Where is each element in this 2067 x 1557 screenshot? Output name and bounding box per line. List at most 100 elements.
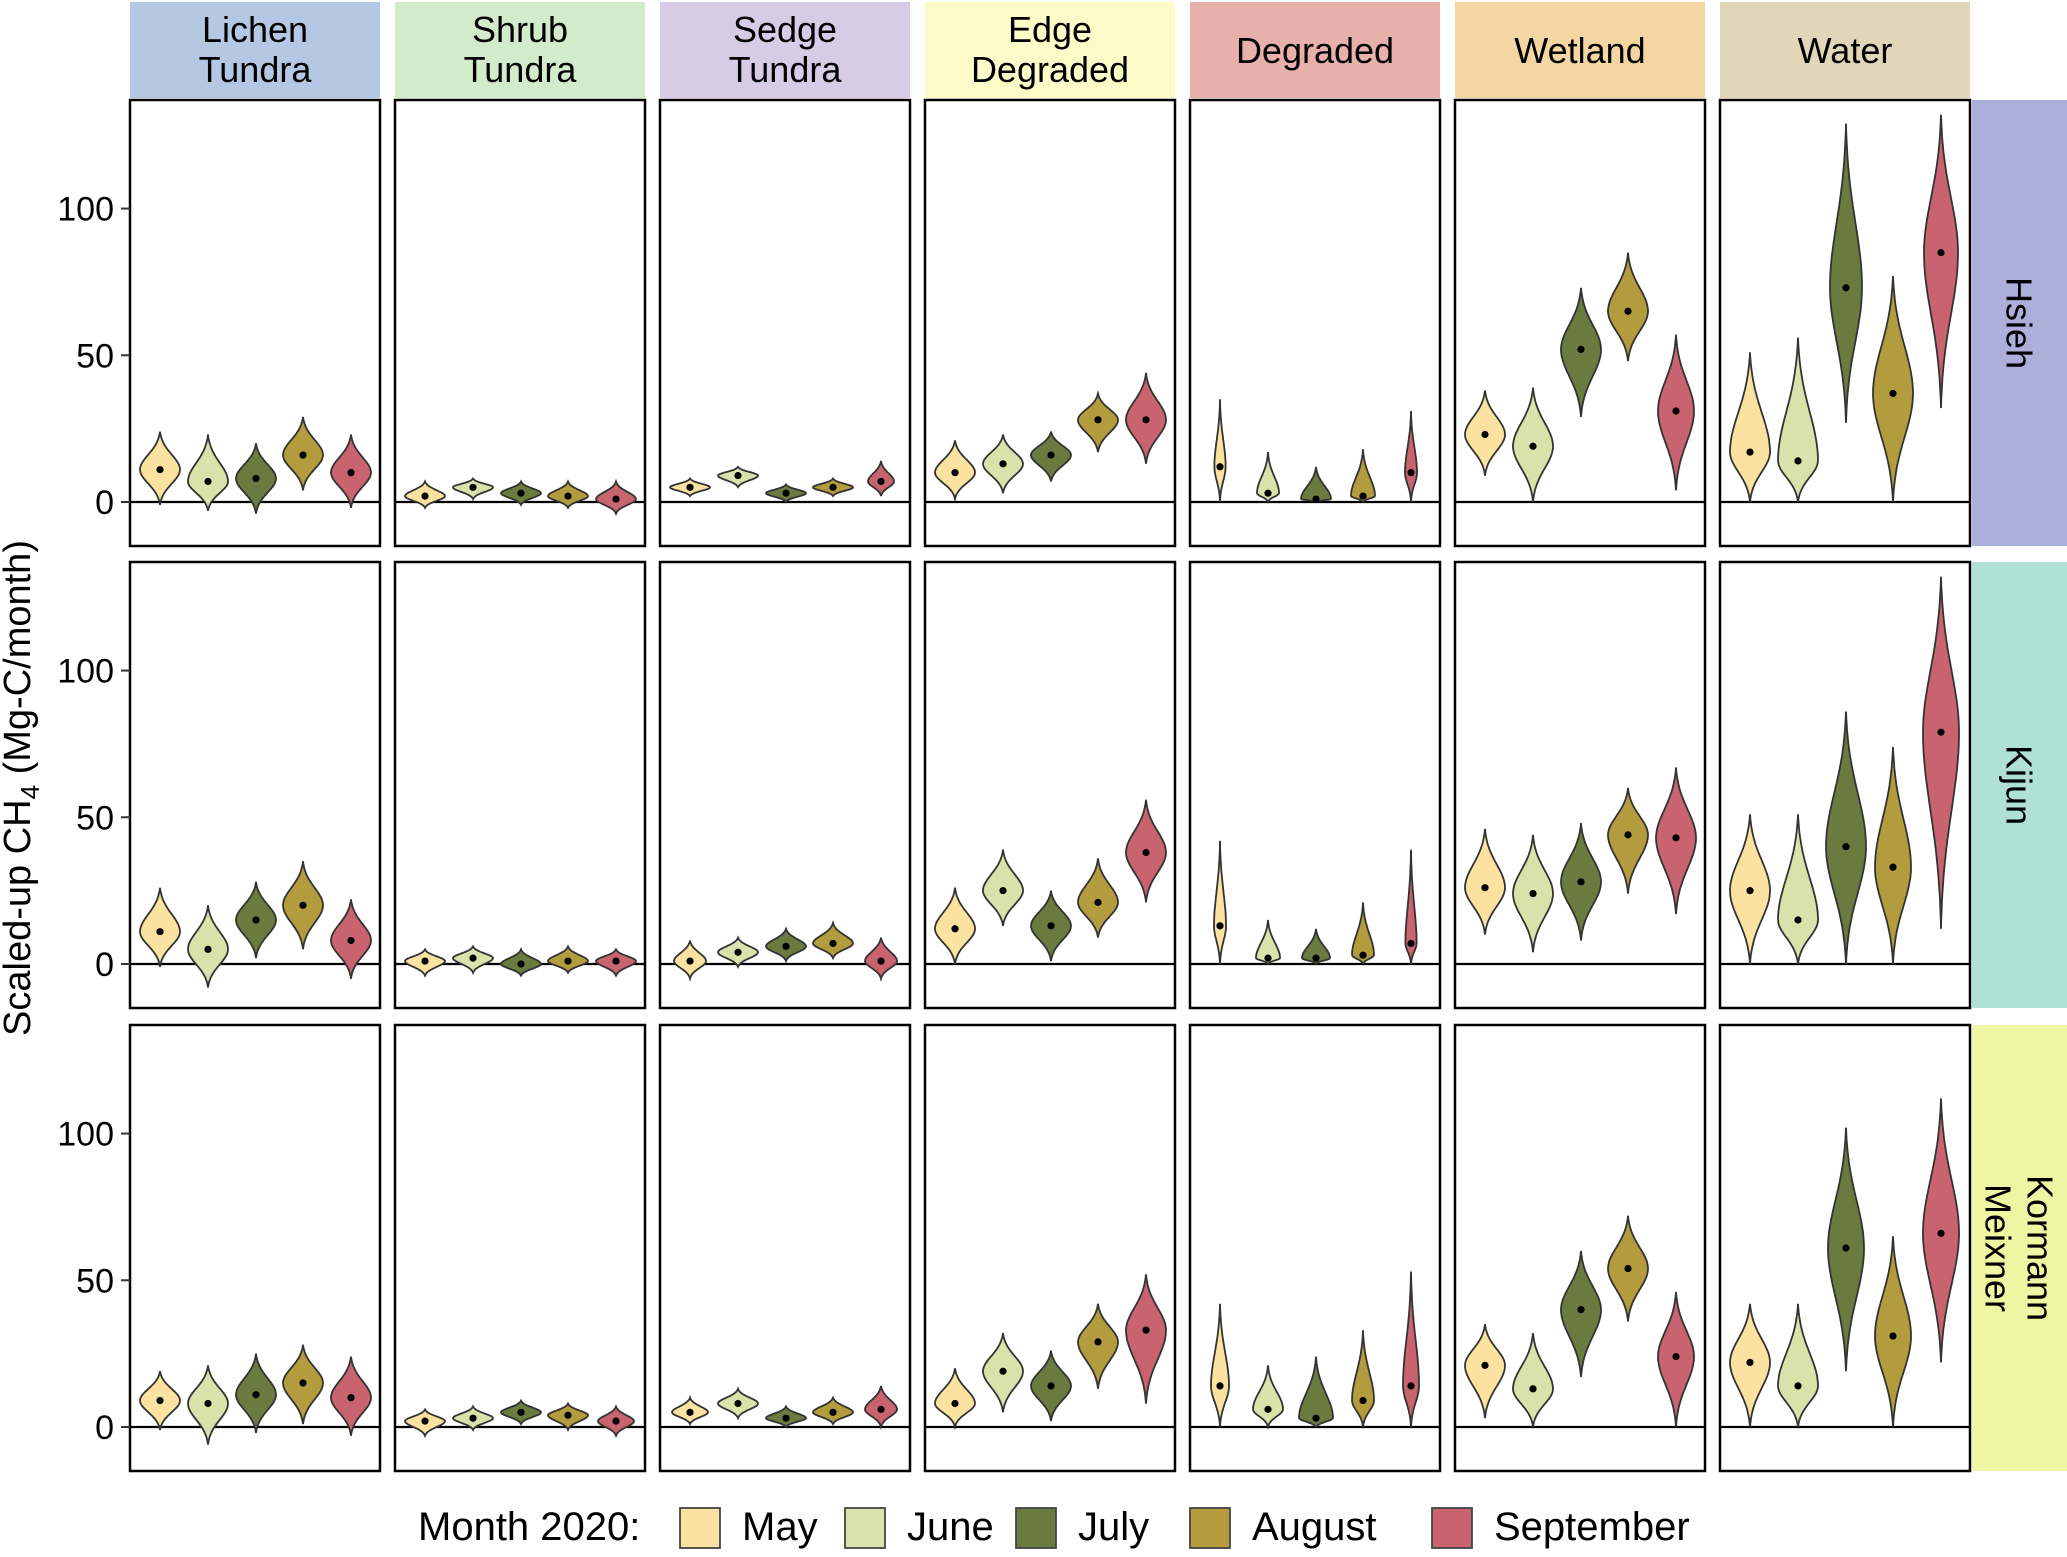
median-point xyxy=(421,1417,429,1425)
panel-border xyxy=(128,1023,382,1473)
facet-panel xyxy=(128,560,382,1010)
median-point xyxy=(1577,1306,1585,1314)
legend-swatch xyxy=(1431,1507,1473,1549)
facet-panel xyxy=(128,98,382,548)
median-point xyxy=(1047,922,1055,930)
violin-june xyxy=(187,434,229,511)
column-strip: Wetland xyxy=(1455,2,1705,98)
median-point xyxy=(1312,495,1320,503)
facet-panel xyxy=(1188,560,1442,1010)
median-point xyxy=(469,1414,477,1422)
median-point xyxy=(1216,922,1224,930)
median-point xyxy=(1047,451,1055,459)
violin-july xyxy=(1298,1356,1334,1429)
median-point xyxy=(299,901,307,909)
legend-item-september: September xyxy=(1431,1505,1690,1549)
panel-border xyxy=(923,1023,1177,1473)
median-point xyxy=(1142,1326,1150,1334)
median-point xyxy=(347,1394,355,1402)
row-strip-bg xyxy=(1972,1025,2067,1471)
median-point xyxy=(347,936,355,945)
legend-item-june: June xyxy=(844,1505,994,1549)
median-point xyxy=(1937,1229,1945,1237)
y-tick-label: 0 xyxy=(95,946,114,984)
panel-border xyxy=(1718,560,1972,1010)
violin-july xyxy=(1300,466,1332,503)
panel-border xyxy=(1188,1023,1442,1473)
median-point xyxy=(829,1408,837,1416)
violin-august xyxy=(1872,276,1914,503)
median-point xyxy=(1624,831,1632,839)
panel-border xyxy=(1453,1023,1707,1473)
panel-border xyxy=(393,98,647,548)
facet-panel xyxy=(1718,1023,1972,1473)
median-point xyxy=(612,495,620,503)
median-point xyxy=(469,483,477,491)
panel-border xyxy=(658,560,912,1010)
facet-panel xyxy=(1718,560,1972,1010)
facet-panel xyxy=(1188,98,1442,548)
facet-panel xyxy=(393,1023,647,1473)
legend-label: September xyxy=(1494,1505,1690,1549)
y-tick-label: 0 xyxy=(95,1409,114,1447)
median-point xyxy=(564,957,572,965)
median-point xyxy=(1889,389,1897,398)
violin-june xyxy=(1256,452,1280,505)
median-point xyxy=(1672,834,1680,842)
y-tick-label: 100 xyxy=(57,191,114,229)
column-strip-bg xyxy=(1720,2,1970,98)
y-tick-label: 50 xyxy=(76,1262,114,1300)
column-strip-label: Tundra xyxy=(729,49,843,90)
y-axis: Scaled-up CH4 (Mg-C/month) 0 50 100 0 50 100 0… xyxy=(0,191,130,1447)
median-point xyxy=(877,957,885,965)
median-point xyxy=(421,492,429,500)
median-point xyxy=(999,460,1007,468)
median-point xyxy=(1216,463,1224,471)
facet-panel xyxy=(128,1023,382,1473)
violin-may xyxy=(139,887,181,968)
violin-august xyxy=(1077,1303,1119,1389)
panel-background xyxy=(395,100,645,546)
median-point xyxy=(999,887,1007,895)
row-strip: Hsieh xyxy=(1972,100,2067,546)
median-point xyxy=(1746,1358,1754,1367)
facet-panel xyxy=(393,98,647,548)
median-point xyxy=(156,928,164,936)
column-strip-bg xyxy=(660,2,910,98)
violin-july xyxy=(1829,123,1863,423)
violin-may xyxy=(1210,1303,1230,1428)
facet-strips: LichenTundraShrubTundraSedgeTundraEdgeDe… xyxy=(130,2,2067,1471)
median-point xyxy=(782,942,790,950)
violin-august xyxy=(1607,787,1649,894)
median-point xyxy=(1047,1382,1055,1390)
median-point xyxy=(1937,248,1945,257)
median-point xyxy=(1481,430,1489,439)
median-point xyxy=(1094,416,1102,424)
column-strip-label: Sedge xyxy=(733,9,837,50)
median-point xyxy=(1842,843,1850,851)
median-point xyxy=(951,925,959,933)
median-point xyxy=(1359,951,1367,959)
facet-panel xyxy=(1188,1023,1442,1473)
median-point xyxy=(1577,878,1585,886)
facet-panel xyxy=(923,98,1177,548)
median-point xyxy=(1359,1396,1367,1405)
violin-september xyxy=(1922,576,1960,929)
median-point xyxy=(252,916,260,924)
column-strip-label: Edge xyxy=(1008,9,1092,50)
panel-border xyxy=(128,98,382,548)
median-point xyxy=(1794,916,1802,924)
median-point xyxy=(1794,1382,1802,1390)
violin-august xyxy=(1350,449,1376,504)
median-point xyxy=(612,1417,620,1425)
y-tick-label: 100 xyxy=(57,1116,114,1154)
median-point xyxy=(299,451,307,459)
median-point xyxy=(204,477,212,486)
violin-september xyxy=(1923,114,1959,409)
facet-panel xyxy=(658,98,912,548)
median-point xyxy=(564,1411,572,1419)
panel-border xyxy=(128,560,382,1010)
median-point xyxy=(421,957,429,965)
median-point xyxy=(782,489,790,497)
